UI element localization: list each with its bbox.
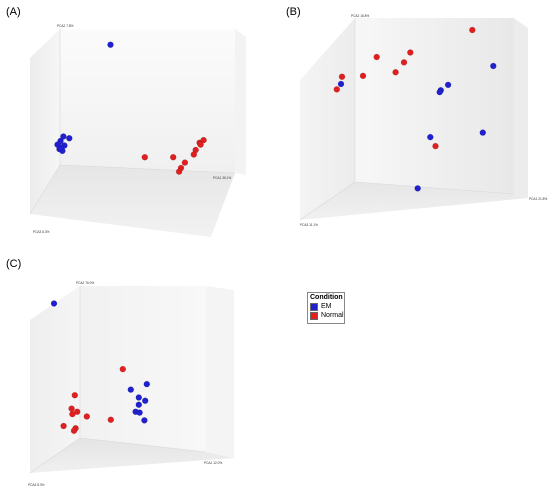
cube-edge xyxy=(299,181,356,221)
data-point-normal xyxy=(69,410,76,418)
data-point-normal xyxy=(333,86,340,93)
data-point-em xyxy=(427,133,434,141)
cube-back-wall xyxy=(355,18,514,194)
data-point-em xyxy=(414,185,421,192)
data-point-normal xyxy=(141,153,149,161)
axis-label-pc2: PCA2 7.8% xyxy=(57,24,74,28)
data-point-normal xyxy=(71,391,78,399)
data-point-normal xyxy=(338,73,346,80)
data-point-normal xyxy=(175,168,183,175)
panel-label-c: (C) xyxy=(6,258,22,270)
data-point-normal xyxy=(60,422,67,430)
data-point-em xyxy=(479,129,487,136)
data-point-normal xyxy=(83,413,90,420)
cube-edge xyxy=(29,437,81,474)
legend-item-em: EM xyxy=(308,302,344,311)
legend-swatch-normal xyxy=(310,311,318,320)
data-point-em xyxy=(60,133,67,140)
axis-label-pc1: PCA1 36.1% xyxy=(213,176,231,180)
axis-label-pc3: PCA3 8.3% xyxy=(33,230,50,234)
data-point-normal xyxy=(190,151,198,158)
cube-floor xyxy=(300,182,528,220)
data-point-em xyxy=(50,300,58,307)
panel-label-a: (A) xyxy=(6,6,21,18)
data-point-em xyxy=(66,135,73,142)
data-point-normal xyxy=(169,153,177,161)
legend-title: Condition xyxy=(310,294,343,301)
data-point-normal xyxy=(407,49,414,56)
legend-label-em: EM xyxy=(321,303,332,310)
data-point-em xyxy=(135,394,143,401)
data-point-normal xyxy=(373,53,380,61)
cube-right-edge xyxy=(206,286,234,458)
axis-label-pc2: PCA2 76.0% xyxy=(76,281,94,285)
data-point-em xyxy=(57,144,64,151)
data-point-normal xyxy=(469,26,476,34)
axis-label-pc1: PCA1 21.8% xyxy=(529,197,547,201)
pca-plot-a: PCA2 7.8% PCA1 36.1% PCA3 8.3% xyxy=(29,24,246,237)
legend-label-normal: Normal xyxy=(321,312,344,319)
data-point-normal xyxy=(181,159,189,166)
data-point-em xyxy=(337,80,345,88)
data-point-em xyxy=(136,409,143,416)
cube-edge xyxy=(79,437,207,453)
data-point-em xyxy=(141,417,148,424)
cube-left-wall xyxy=(300,18,355,220)
data-point-em xyxy=(143,380,151,388)
axis-label-pc2: PCA2 16.8% xyxy=(351,14,369,18)
data-point-em xyxy=(141,397,149,404)
data-point-normal xyxy=(400,59,408,66)
pca-plot-c: PCA2 76.0% PCA1 12.0% PCA3 8.3% xyxy=(28,281,234,487)
data-point-normal xyxy=(119,365,127,373)
data-point-normal xyxy=(68,405,75,412)
cube-edge xyxy=(29,164,61,215)
data-point-normal xyxy=(70,427,78,434)
cube-floor xyxy=(30,165,235,237)
cube-edge xyxy=(354,181,515,195)
panel-label-b: (B) xyxy=(286,6,301,18)
cube-edge xyxy=(59,164,236,174)
cube-left-wall xyxy=(30,29,60,214)
cube-floor xyxy=(30,438,234,473)
cube-left-wall xyxy=(30,286,80,473)
data-point-normal xyxy=(392,69,399,76)
data-point-em xyxy=(127,386,135,393)
data-point-normal xyxy=(432,142,439,150)
legend-item-normal: Normal xyxy=(308,311,344,320)
cube-right-edge xyxy=(514,18,528,198)
data-point-em xyxy=(444,81,452,89)
cube-back-wall xyxy=(60,29,235,173)
data-point-normal xyxy=(359,72,367,80)
cube-back-wall xyxy=(80,286,206,452)
data-point-em xyxy=(436,88,443,96)
data-point-em xyxy=(490,62,497,70)
axis-label-pc3: PCA3 8.3% xyxy=(28,483,45,487)
data-point-em xyxy=(135,401,143,408)
cube-right-edge xyxy=(235,29,246,175)
data-point-normal xyxy=(197,141,204,148)
axis-label-pc1: PCA1 12.0% xyxy=(204,461,222,465)
data-point-normal xyxy=(107,416,115,423)
axis-label-pc3: PCA3 11.1% xyxy=(300,223,318,227)
pca-plot-b: PCA2 16.8% PCA1 21.8% PCA3 11.1% xyxy=(299,14,547,227)
data-point-em xyxy=(107,41,114,48)
legend: Condition EM Normal xyxy=(307,292,345,324)
legend-swatch-em xyxy=(310,302,318,311)
data-point-normal xyxy=(200,136,207,144)
